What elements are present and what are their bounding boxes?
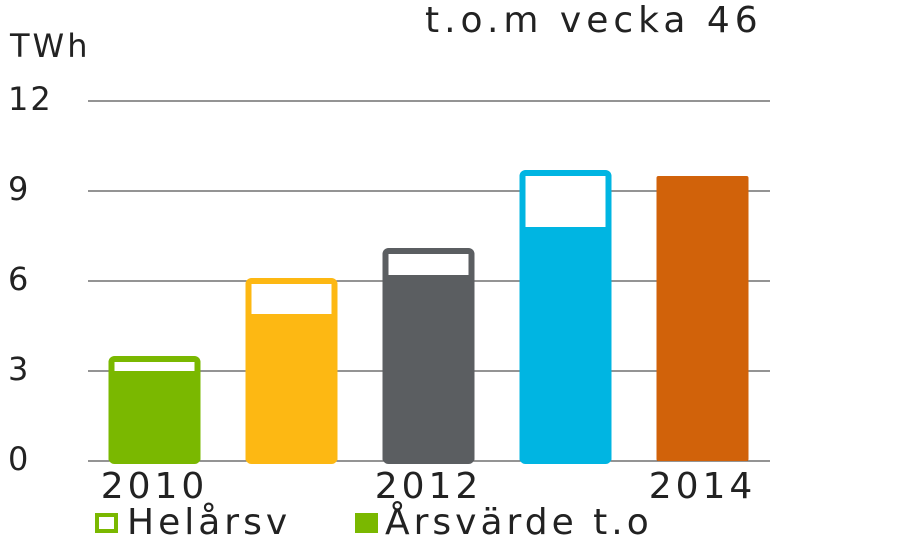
bar: [382, 275, 475, 461]
y-tick-label: 6: [8, 260, 30, 298]
legend-label: Årsvärde t.o: [385, 500, 653, 538]
x-tick-label: 2012: [375, 466, 483, 507]
x-tick-label: 2010: [101, 466, 209, 507]
y-axis-label: TWh: [9, 27, 90, 65]
bar: [245, 314, 338, 461]
y-tick-label: 12: [8, 80, 53, 118]
y-tick-label: 0: [8, 440, 30, 478]
legend-label: Helårsv: [127, 502, 291, 538]
bar: [656, 176, 749, 461]
x-tick-label: 2014: [649, 466, 757, 507]
y-tick-label: 3: [8, 350, 30, 388]
legend-swatch: [355, 513, 378, 533]
y-tick-label: 9: [8, 170, 30, 208]
bar: [519, 227, 612, 461]
legend-swatch: [95, 513, 118, 533]
chart-title: t.o.m vecka 46: [425, 0, 763, 41]
bar: [108, 371, 201, 461]
